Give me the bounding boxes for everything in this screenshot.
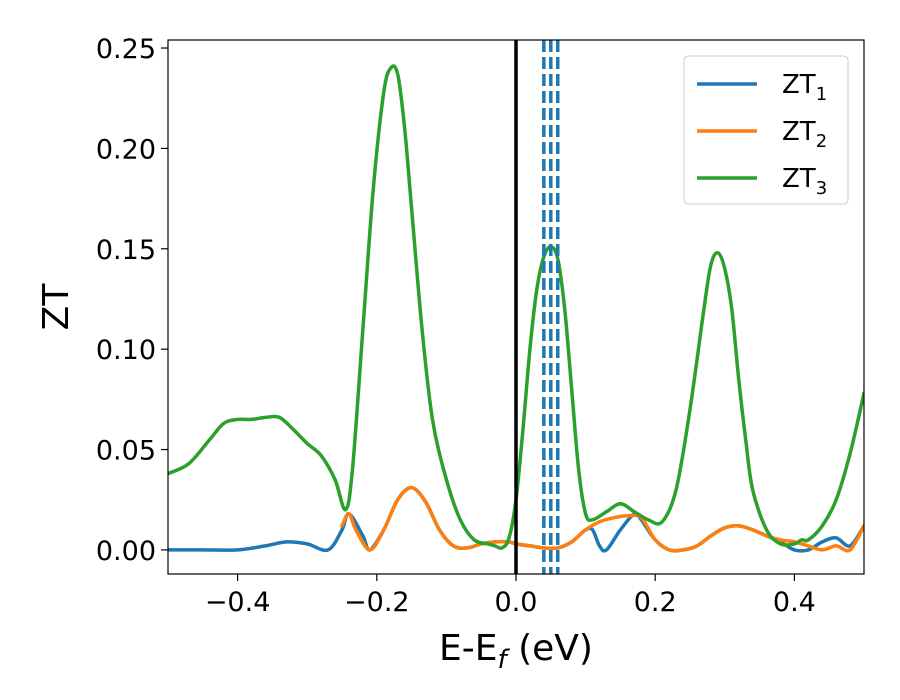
y-tick-label: 0.05 [96,436,156,467]
y-tick-label: 0.20 [96,134,156,165]
legend-label-3: ZT3 [782,164,827,199]
x-tick-label: −0.4 [205,587,271,618]
y-axis-label: ZT [36,283,77,331]
x-tick-label: −0.2 [344,587,410,618]
x-tick-label: 0.2 [634,587,677,618]
y-tick-label: 0.00 [96,536,156,567]
series-layer [168,64,864,553]
reference-lines [514,40,560,574]
y-tick-label: 0.25 [96,34,156,65]
x-tick-label: 0.4 [773,587,816,618]
x-axis: −0.4 −0.2 0.0 0.2 0.4 [205,574,816,618]
legend: ZT1 ZT2 ZT3 [683,55,849,205]
y-tick-label: 0.15 [96,235,156,266]
legend-label-2: ZT2 [782,117,827,152]
legend-label-1: ZT1 [782,70,827,105]
y-axis: 0.00 0.05 0.10 0.15 0.20 0.25 [96,34,168,567]
series-line-3 [168,64,864,550]
legend-frame [683,55,849,205]
y-tick-label: 0.10 [96,335,156,366]
x-tick-label: 0.0 [495,587,538,618]
x-axis-label: E-Ef (eV) [439,628,593,675]
